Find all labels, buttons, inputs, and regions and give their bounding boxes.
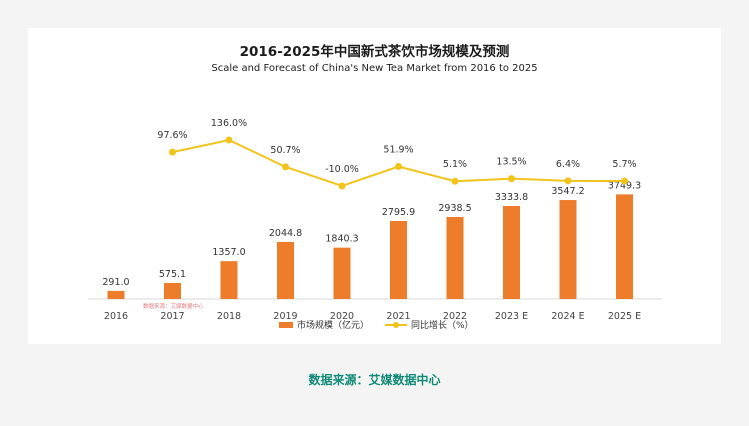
watermark-text: 数据来源：艾媒数据中心	[143, 304, 204, 310]
x-tick-label: 2020	[330, 311, 354, 322]
bar-value-label: 291.0	[102, 277, 129, 288]
growth-value-label: -10.0%	[325, 164, 359, 175]
bar-value-label: 1357.0	[212, 247, 245, 258]
chart-title: 2016-2025年中国新式茶饮市场规模及预测	[239, 44, 510, 60]
x-tick-label: 2023 E	[495, 311, 528, 322]
legend-line-label: 同比增长（%）	[411, 319, 474, 331]
legend-bar-swatch	[279, 322, 293, 328]
bar-2022	[446, 217, 464, 299]
x-tick-label: 2025 E	[608, 311, 641, 322]
growth-value-label: 5.7%	[612, 159, 636, 170]
growth-point	[282, 163, 289, 171]
growth-point	[508, 175, 515, 183]
growth-value-label: 97.6%	[157, 130, 187, 141]
growth-value-label: 51.9%	[383, 144, 413, 155]
bar-2020	[333, 247, 351, 299]
chart-plot: 291.0 2016 575.1 2017 1357.0 2018 2044.8 2019 18…	[88, 118, 662, 331]
bar-value-label: 2795.9	[382, 207, 415, 218]
bar-2019	[277, 241, 294, 299]
bar-2021	[390, 220, 407, 299]
growth-point	[451, 177, 459, 185]
x-tick-label: 2022	[443, 311, 467, 322]
growth-value-label: 136.0%	[211, 118, 247, 129]
bar-2025E	[616, 194, 633, 299]
growth-point	[225, 136, 233, 144]
growth-value-label: 6.4%	[556, 159, 580, 170]
bar-value-label: 2044.8	[269, 228, 302, 239]
x-tick-label: 2019	[273, 311, 297, 322]
bar-2023E	[503, 205, 520, 299]
growth-point	[564, 177, 572, 185]
chart-subtitle: Scale and Forecast of China's New Tea Ma…	[211, 63, 538, 74]
x-tick-label: 2018	[217, 311, 241, 322]
x-tick-label: 2021	[386, 311, 410, 322]
growth-point	[621, 177, 628, 185]
bar-2024E	[559, 200, 577, 299]
growth-value-label: 5.1%	[443, 159, 467, 170]
chart-card: 2016-2025年中国新式茶饮市场规模及预测 Scale and Foreca…	[28, 28, 721, 344]
legend-line-marker	[393, 322, 399, 328]
bar-2017	[164, 282, 181, 299]
bar-value-label: 3333.8	[495, 192, 528, 203]
bar-2018	[220, 261, 238, 299]
bar-2016	[107, 290, 125, 299]
growth-point	[338, 182, 346, 190]
growth-point	[169, 148, 176, 156]
x-tick-label: 2024 E	[551, 311, 584, 322]
data-source: 数据来源：艾媒数据中心	[308, 373, 441, 387]
bar-value-label: 575.1	[159, 269, 186, 280]
growth-value-label: 50.7%	[270, 145, 300, 156]
bar-value-label: 2938.5	[438, 203, 471, 214]
bar-value-label: 1840.3	[325, 234, 358, 245]
bar-value-label: 3749.3	[608, 180, 641, 191]
legend-bar-label: 市场规模（亿元）	[297, 319, 369, 331]
growth-value-label: 13.5%	[496, 157, 526, 168]
growth-point	[395, 162, 402, 170]
x-tick-label: 2017	[160, 311, 184, 322]
x-tick-label: 2016	[104, 311, 128, 322]
bar-value-label: 3547.2	[551, 186, 584, 197]
